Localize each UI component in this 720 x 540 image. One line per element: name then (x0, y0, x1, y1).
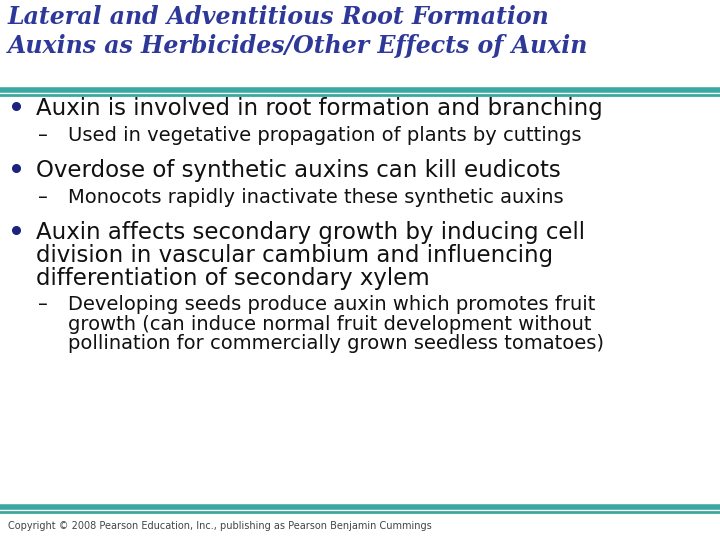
Text: Auxin is involved in root formation and branching: Auxin is involved in root formation and … (36, 97, 603, 120)
Text: growth (can induce normal fruit development without: growth (can induce normal fruit developm… (68, 315, 592, 334)
Text: Auxin affects secondary growth by inducing cell: Auxin affects secondary growth by induci… (36, 221, 585, 244)
Text: differentiation of secondary xylem: differentiation of secondary xylem (36, 267, 430, 290)
Text: Lateral and Adventitious Root Formation
Auxins as Herbicides/Other Effects of Au: Lateral and Adventitious Root Formation … (8, 5, 588, 58)
Text: –: – (38, 295, 48, 314)
Text: pollination for commercially grown seedless tomatoes): pollination for commercially grown seedl… (68, 334, 604, 353)
Text: –: – (38, 188, 48, 207)
Text: Used in vegetative propagation of plants by cuttings: Used in vegetative propagation of plants… (68, 126, 582, 145)
Text: division in vascular cambium and influencing: division in vascular cambium and influen… (36, 244, 553, 267)
Text: –: – (38, 126, 48, 145)
Text: Developing seeds produce auxin which promotes fruit: Developing seeds produce auxin which pro… (68, 295, 595, 314)
Text: Monocots rapidly inactivate these synthetic auxins: Monocots rapidly inactivate these synthe… (68, 188, 564, 207)
Text: Copyright © 2008 Pearson Education, Inc., publishing as Pearson Benjamin Cumming: Copyright © 2008 Pearson Education, Inc.… (8, 521, 432, 531)
Text: Overdose of synthetic auxins can kill eudicots: Overdose of synthetic auxins can kill eu… (36, 159, 561, 182)
